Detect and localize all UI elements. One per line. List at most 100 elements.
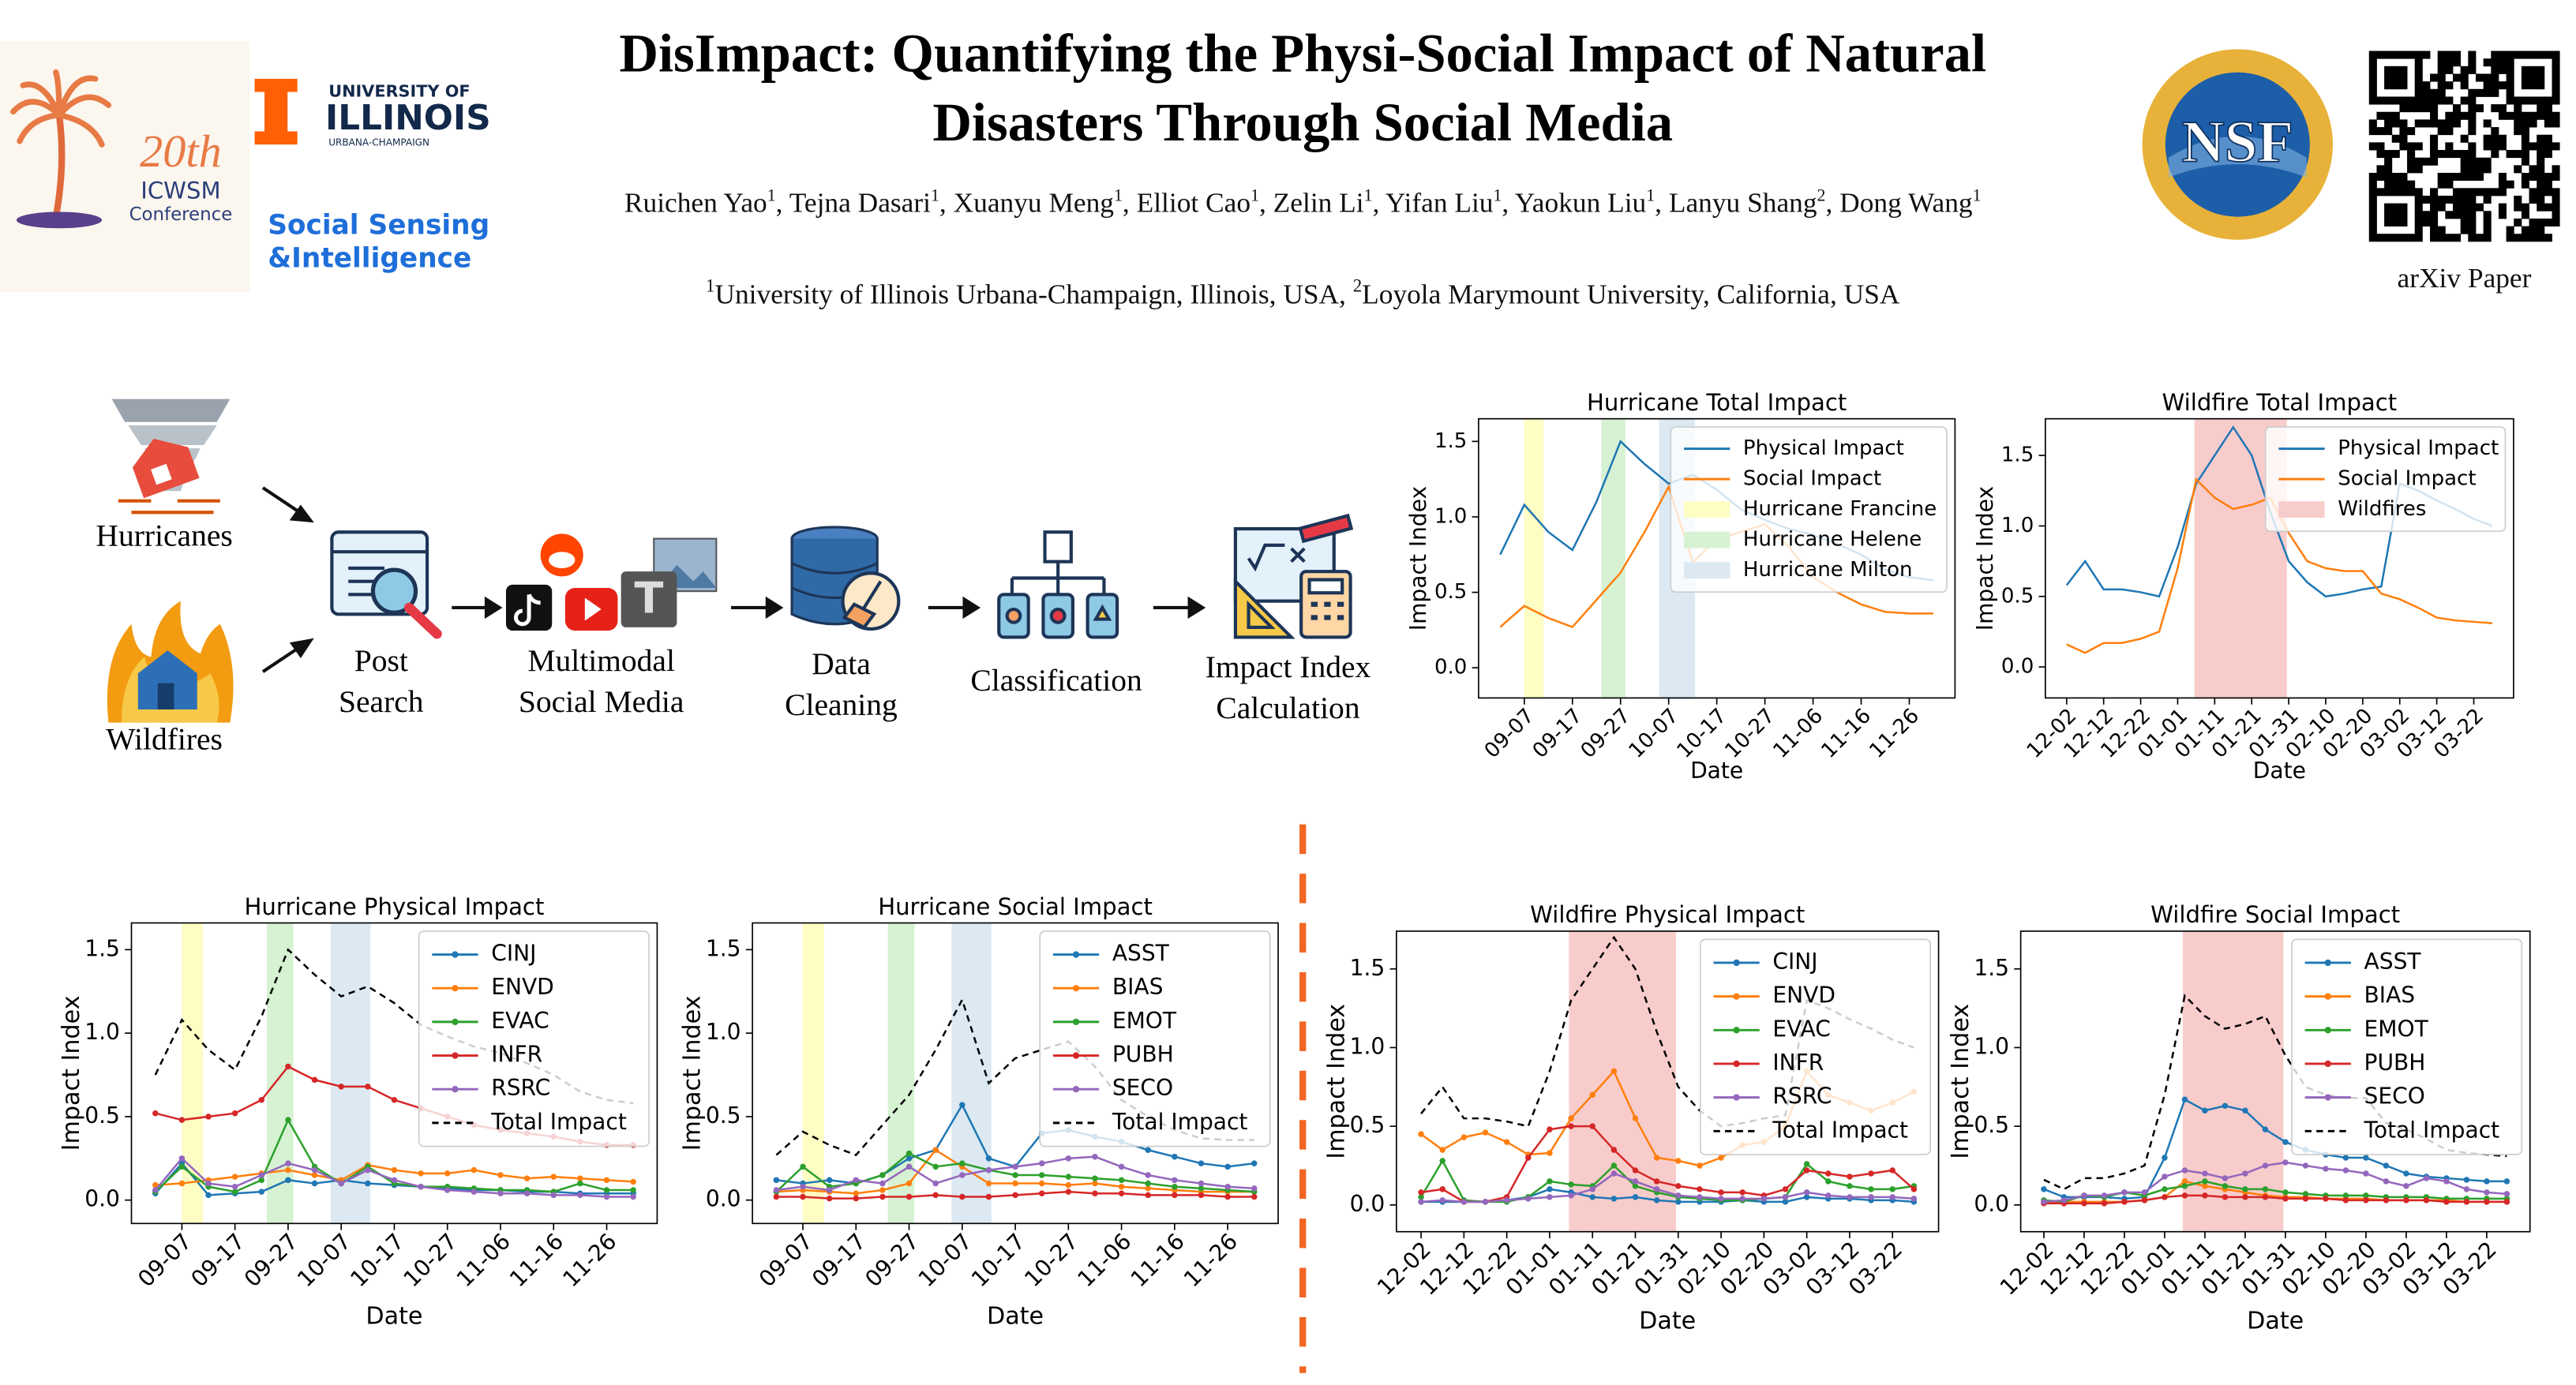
qr-cell — [2384, 203, 2393, 211]
data-point — [959, 1172, 966, 1178]
data-point — [879, 1193, 886, 1200]
data-point — [1012, 1180, 1018, 1187]
x-axis-label: Date — [1639, 1308, 1696, 1335]
qr-cell — [2391, 188, 2400, 197]
data-point — [1760, 1196, 1768, 1202]
qr-cell — [2506, 150, 2514, 159]
qr-cell — [2521, 203, 2529, 211]
qr-cell — [2506, 51, 2514, 59]
qr-cell — [2460, 211, 2469, 219]
chart-title: Hurricane Social Impact — [878, 893, 1153, 920]
data-point — [1439, 1197, 1445, 1203]
data-point — [1172, 1192, 1178, 1199]
qr-cell — [2483, 165, 2492, 174]
data-point — [1547, 1178, 1553, 1185]
qr-cell — [2468, 203, 2477, 211]
qr-cell — [2391, 51, 2400, 59]
authors: Ruichen Yao1, Tejna Dasari1, Xuanyu Meng… — [523, 185, 2083, 222]
qr-cell — [2407, 180, 2416, 189]
highlight-span — [1601, 418, 1625, 698]
palm-tree — [10, 69, 112, 229]
qr-cell — [2468, 234, 2477, 242]
qr-cell — [2468, 157, 2477, 166]
qr-cell — [2468, 218, 2477, 227]
author-name: , Zelin Li — [1258, 187, 1364, 219]
qr-cell — [2430, 119, 2439, 128]
x-tick-label: 11-16 — [504, 1228, 568, 1292]
series-line — [2043, 1098, 2507, 1200]
data-point — [1118, 1190, 1125, 1196]
input-label: Hurricanes — [96, 518, 232, 553]
data-point — [1847, 1183, 1853, 1189]
qr-cell — [2460, 173, 2469, 182]
qr-cell — [2544, 104, 2552, 113]
legend-label: INFR — [491, 1042, 542, 1068]
data-point — [2282, 1159, 2289, 1166]
qr-cell — [2437, 51, 2446, 59]
qr-cell — [2506, 73, 2514, 82]
qr-cell — [2414, 226, 2423, 234]
arrows — [261, 486, 1206, 673]
data-point — [1198, 1185, 1205, 1192]
y-tick-label: 1.5 — [84, 935, 120, 961]
qr-cell — [2514, 165, 2522, 174]
y-tick-label: 0.5 — [1974, 1112, 2009, 1138]
data-point — [773, 1193, 780, 1200]
data-point — [205, 1180, 212, 1187]
data-point — [1782, 1194, 1789, 1200]
qr-cell — [2399, 96, 2408, 105]
qr-cell — [2422, 88, 2431, 97]
data-point — [1065, 1174, 1072, 1180]
data-point — [1251, 1185, 1258, 1192]
qr-cell — [2368, 73, 2377, 82]
data-point — [2202, 1183, 2208, 1189]
legend-label: RSRC — [491, 1075, 550, 1101]
data-point — [2181, 1096, 2188, 1102]
data-point — [906, 1180, 913, 1187]
logo-text: &Intelligence — [268, 242, 471, 274]
x-tick-label: 09-07 — [754, 1228, 818, 1292]
data-point — [311, 1166, 318, 1174]
qr-cell — [2506, 96, 2514, 105]
qr-cell — [2368, 96, 2377, 105]
legend-marker — [2324, 959, 2331, 967]
qr-cell — [2529, 73, 2537, 82]
qr-cell — [2430, 203, 2439, 211]
data-point — [2503, 1199, 2510, 1205]
qr-code[interactable] — [2368, 51, 2560, 242]
qr-cell — [2483, 195, 2492, 204]
qr-cell — [2521, 173, 2529, 182]
legend-box — [1699, 938, 1931, 1155]
qr-cell — [2529, 111, 2537, 120]
qr-cell — [2483, 58, 2492, 67]
qr-cell — [2376, 234, 2385, 242]
qr-cell — [2453, 119, 2462, 128]
qr-cell — [2521, 226, 2529, 234]
qr-cell — [2376, 150, 2385, 159]
data-point — [826, 1177, 833, 1184]
wildfire-icon — [107, 601, 234, 723]
qr-cell — [2399, 142, 2408, 151]
data-point — [1224, 1163, 1231, 1170]
data-point — [630, 1178, 636, 1185]
data-point — [2383, 1178, 2390, 1185]
data-point — [1172, 1184, 1178, 1190]
qr-cell — [2384, 173, 2393, 182]
data-point — [630, 1187, 636, 1193]
qr-cell — [2498, 211, 2507, 219]
qr-cell — [2453, 234, 2462, 242]
data-point — [1568, 1123, 1574, 1129]
y-axis-label: Impact Index — [58, 995, 85, 1151]
qr-cell — [2414, 104, 2423, 113]
data-point — [932, 1192, 939, 1199]
highlight-span — [267, 923, 294, 1224]
data-point — [577, 1175, 583, 1181]
qr-cell — [2437, 88, 2446, 97]
qr-cell — [2368, 58, 2377, 67]
qr-cell — [2552, 81, 2560, 90]
legend-label: PUBH — [1112, 1042, 1174, 1068]
data-point — [444, 1187, 451, 1193]
y-axis-label: Impact Index — [679, 995, 707, 1151]
